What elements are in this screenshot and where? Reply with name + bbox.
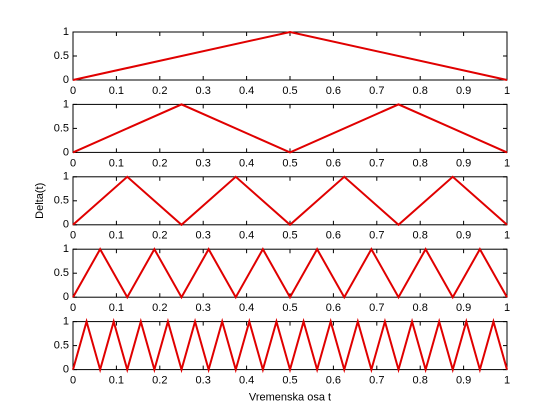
x-tick-label: 0 [70,375,76,387]
x-tick-label: 0.5 [282,85,297,97]
x-tick-label: 0.9 [456,85,471,97]
x-tick-label: 0.8 [413,85,428,97]
x-tick-label: 0.6 [326,302,341,314]
y-tick-label: 0 [63,219,69,231]
y-tick-label: 0 [63,364,69,376]
x-tick-label: 0.8 [413,375,428,387]
x-tick-label: 0.1 [109,375,124,387]
x-tick-label: 0.4 [239,302,254,314]
x-tick-label: 0.2 [152,302,167,314]
x-tick-label: 0.8 [413,302,428,314]
x-tick-label: 1 [504,157,510,169]
axes-box [72,31,508,81]
x-tick-label: 0.5 [282,230,297,242]
x-tick-label: 0.1 [109,230,124,242]
line [72,247,508,300]
x-tick-label: 1 [504,302,510,314]
y-tick-label: 1 [63,98,69,110]
x-tick-label: 0.4 [239,230,254,242]
y-tick-label: 1 [63,171,69,183]
x-tick-label: 0.5 [282,157,297,169]
axes-box [72,176,508,226]
x-tick-label: 0.7 [369,302,384,314]
x-tick-label: 0.1 [109,85,124,97]
y-tick-label: 1 [63,243,69,255]
x-tick-label: 0.7 [369,157,384,169]
y-tick-label: 0.5 [54,267,69,279]
x-tick-label: 0.3 [196,157,211,169]
x-tick-label: 0.3 [196,302,211,314]
x-tick-label: 0 [70,230,76,242]
x-tick-label: 0.5 [282,302,297,314]
line [72,103,508,154]
x-tick-label: 0.1 [109,157,124,169]
x-tick-label: 0.4 [239,85,254,97]
x-tick-label: 0.3 [196,375,211,387]
y-tick-label: 0.5 [54,50,69,62]
x-tick-label: 0.4 [239,375,254,387]
x-tick-label: 0.6 [326,230,341,242]
x-tick-label: 0.8 [413,230,428,242]
x-tick-label: 0.2 [152,157,167,169]
x-tick-label: 1 [504,230,510,242]
x-tick-label: 0.7 [369,230,384,242]
y-axis-label: Delta(t) [34,183,46,219]
x-tick-label: 0.9 [456,157,471,169]
x-axis-label: Vremenska osa t [249,392,331,404]
x-tick-label: 0.9 [456,302,471,314]
line [72,317,508,374]
x-tick-label: 1 [504,375,510,387]
x-tick-label: 0.4 [239,157,254,169]
x-tick-label: 1 [504,85,510,97]
y-tick-label: 1 [63,316,69,328]
axes-box [72,248,508,298]
axes-box [72,103,508,153]
x-tick-label: 0.8 [413,157,428,169]
x-tick-label: 0 [70,157,76,169]
x-tick-label: 0.6 [326,85,341,97]
x-tick-label: 0.2 [152,375,167,387]
x-tick-label: 0 [70,85,76,97]
x-tick-label: 0.6 [326,157,341,169]
y-tick-label: 0.5 [54,195,69,207]
x-tick-label: 0.5 [282,375,297,387]
y-tick-label: 1 [63,26,69,38]
line [72,175,508,227]
x-tick-label: 0.1 [109,302,124,314]
x-tick-label: 0.2 [152,85,167,97]
y-tick-label: 0.5 [54,340,69,352]
x-tick-label: 0.3 [196,85,211,97]
x-tick-label: 0 [70,302,76,314]
y-tick-label: 0.5 [54,122,69,134]
x-tick-label: 0.7 [369,85,384,97]
x-tick-label: 0.2 [152,230,167,242]
y-tick-label: 0 [63,291,69,303]
x-tick-label: 0.9 [456,230,471,242]
x-tick-label: 0.9 [456,375,471,387]
line [72,30,508,81]
x-tick-label: 0.7 [369,375,384,387]
x-tick-label: 0.6 [326,375,341,387]
x-tick-label: 0.3 [196,230,211,242]
y-tick-label: 0 [63,146,69,158]
y-tick-label: 0 [63,74,69,86]
